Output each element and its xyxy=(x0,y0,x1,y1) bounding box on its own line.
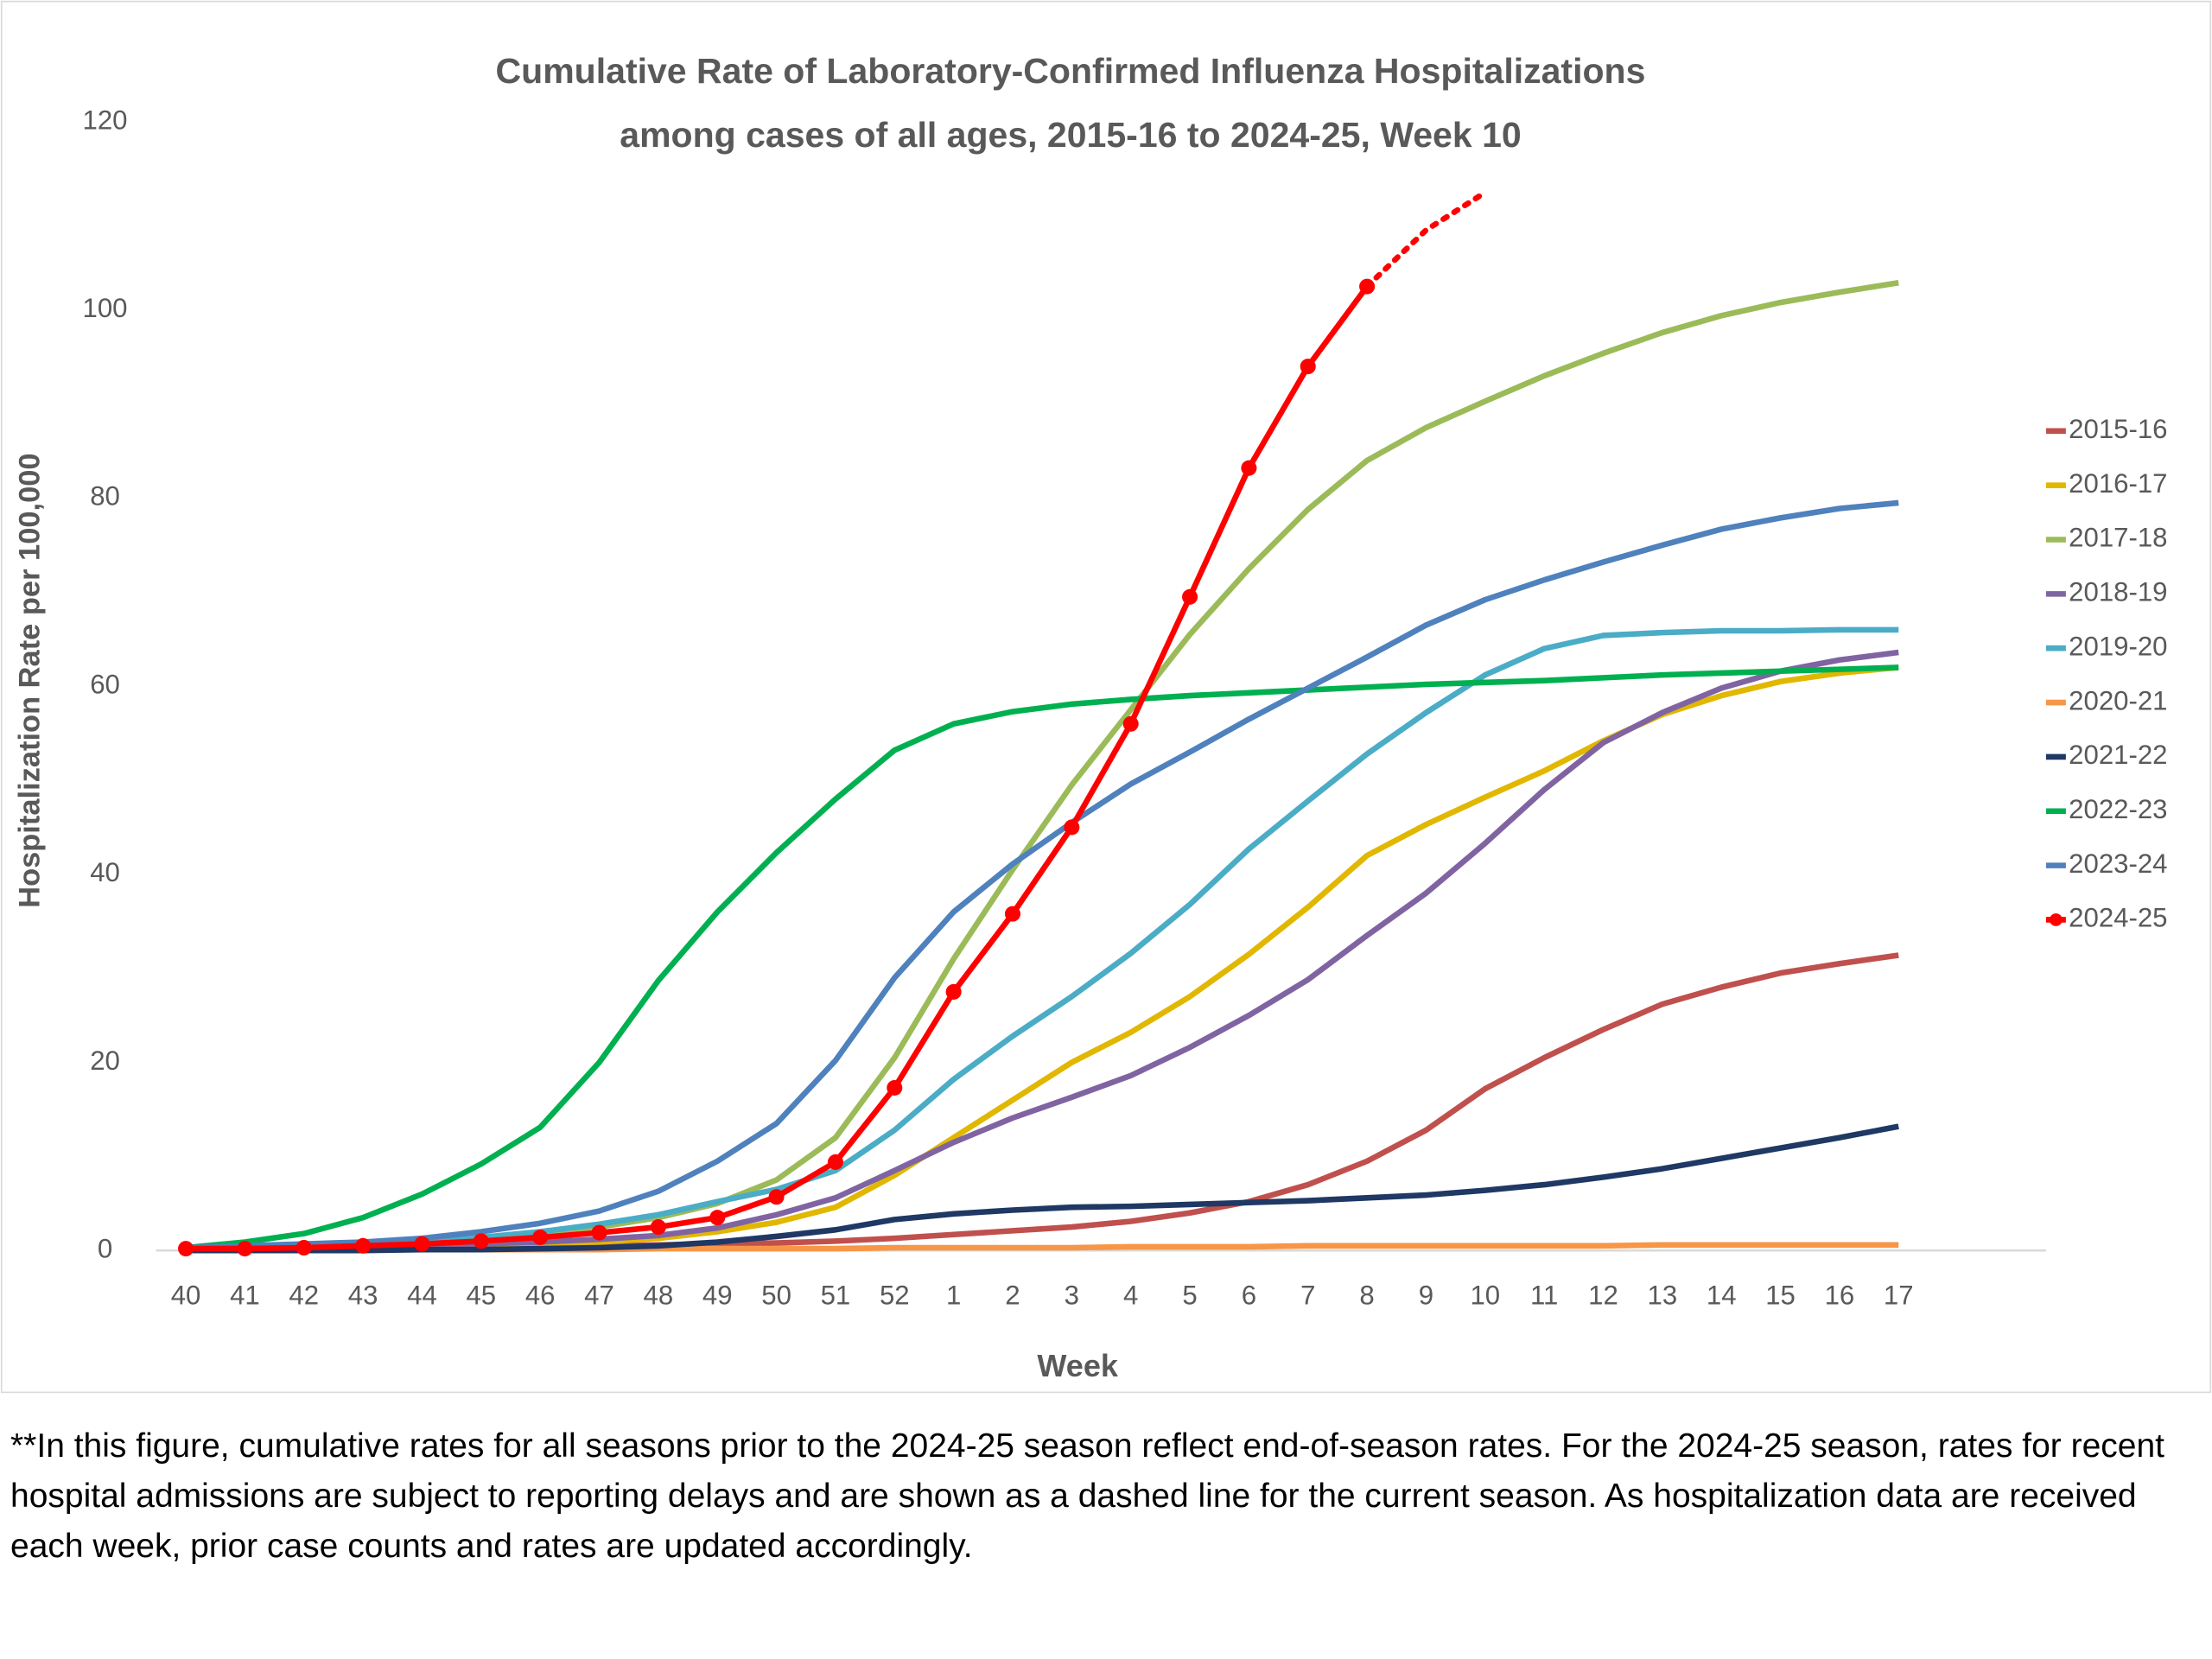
x-tick-label: 46 xyxy=(525,1281,556,1311)
point-marker xyxy=(827,1154,843,1170)
point-marker xyxy=(709,1210,726,1226)
point-marker xyxy=(1300,359,1316,375)
x-axis-label: Week xyxy=(1037,1348,1119,1383)
point-marker xyxy=(591,1224,607,1241)
series-line xyxy=(186,1123,1899,1254)
y-tick-label: 80 xyxy=(90,481,120,512)
point-marker xyxy=(1182,588,1198,605)
point-marker xyxy=(532,1230,549,1246)
x-tick-label: 42 xyxy=(289,1281,319,1311)
x-tick-label: 52 xyxy=(880,1281,910,1311)
point-marker xyxy=(768,1189,785,1205)
point-marker xyxy=(650,1219,666,1236)
point-marker xyxy=(945,983,962,1000)
footnote: **In this figure, cumulative rates for a… xyxy=(10,1427,2165,1565)
chart-border xyxy=(0,0,2212,1394)
point-marker xyxy=(1241,460,1257,476)
x-tick-label: 7 xyxy=(1300,1281,1315,1311)
y-tick-label: 120 xyxy=(83,105,128,135)
point-marker xyxy=(237,1241,253,1257)
legend-marker xyxy=(2050,913,2063,926)
series-line xyxy=(185,664,1899,1251)
chart-subtitle: among cases of all ages, 2015-16 to 2024… xyxy=(620,115,1521,155)
x-tick-label: 8 xyxy=(1359,1281,1374,1311)
legend-label: 2018-19 xyxy=(2069,577,2167,607)
point-marker xyxy=(355,1237,372,1254)
legend-label: 2016-17 xyxy=(2069,468,2167,499)
x-tick-label: 1 xyxy=(946,1281,961,1311)
legend-label: 2015-16 xyxy=(2069,414,2167,444)
x-tick-label: 41 xyxy=(230,1281,260,1311)
x-tick-label: 50 xyxy=(761,1281,791,1311)
series-line-dashed xyxy=(1363,189,1489,289)
x-tick-label: 6 xyxy=(1242,1281,1256,1311)
point-marker xyxy=(887,1079,903,1096)
x-tick-label: 15 xyxy=(1765,1281,1796,1311)
y-tick-label: 40 xyxy=(90,857,120,887)
legend-label: 2022-23 xyxy=(2069,794,2167,824)
x-tick-label: 10 xyxy=(1470,1281,1500,1311)
legend-label: 2017-18 xyxy=(2069,523,2167,553)
x-tick-label: 40 xyxy=(171,1281,201,1311)
x-tick-label: 43 xyxy=(348,1281,378,1311)
y-tick-label: 60 xyxy=(90,669,120,699)
x-tick-label: 11 xyxy=(1530,1281,1558,1311)
point-marker xyxy=(414,1236,430,1252)
x-tick-label: 5 xyxy=(1182,1281,1197,1311)
point-marker xyxy=(1359,278,1376,295)
x-tick-label: 2 xyxy=(1005,1281,1020,1311)
point-marker xyxy=(1004,906,1021,922)
chart: Cumulative Rate of Laboratory-Confirmed … xyxy=(0,0,2212,1394)
legend-label: 2021-22 xyxy=(2069,740,2167,770)
x-tick-label: 51 xyxy=(821,1281,851,1311)
x-tick-label: 12 xyxy=(1588,1281,1618,1311)
x-tick-label: 3 xyxy=(1065,1281,1079,1311)
x-tick-label: 17 xyxy=(1884,1281,1914,1311)
x-tick-label: 49 xyxy=(702,1281,733,1311)
x-tick-label: 4 xyxy=(1123,1281,1138,1311)
point-marker xyxy=(473,1233,489,1249)
x-tick-label: 48 xyxy=(644,1281,674,1311)
x-tick-label: 44 xyxy=(407,1281,437,1311)
series-line xyxy=(186,626,1899,1252)
legend-label: 2020-21 xyxy=(2069,685,2167,715)
x-tick-label: 13 xyxy=(1648,1281,1678,1311)
x-tick-label: 16 xyxy=(1825,1281,1855,1311)
x-tick-label: 47 xyxy=(584,1281,614,1311)
point-marker xyxy=(296,1239,312,1256)
point-marker xyxy=(1064,819,1080,836)
legend-label: 2023-24 xyxy=(2069,849,2167,879)
y-tick-label: 100 xyxy=(83,293,128,323)
x-tick-label: 9 xyxy=(1419,1281,1433,1311)
series-line xyxy=(185,499,1899,1251)
y-tick-label: 20 xyxy=(90,1046,120,1076)
chart-title: Cumulative Rate of Laboratory-Confirmed … xyxy=(496,51,1646,91)
legend-label: 2019-20 xyxy=(2069,631,2167,661)
point-marker xyxy=(178,1241,194,1257)
x-tick-label: 14 xyxy=(1707,1281,1737,1311)
legend-label: 2024-25 xyxy=(2069,903,2167,933)
x-tick-label: 45 xyxy=(466,1281,496,1311)
point-marker xyxy=(1122,715,1139,732)
y-tick-label: 0 xyxy=(98,1234,112,1264)
y-axis-label: Hospitalization Rate per 100,000 xyxy=(13,453,46,907)
